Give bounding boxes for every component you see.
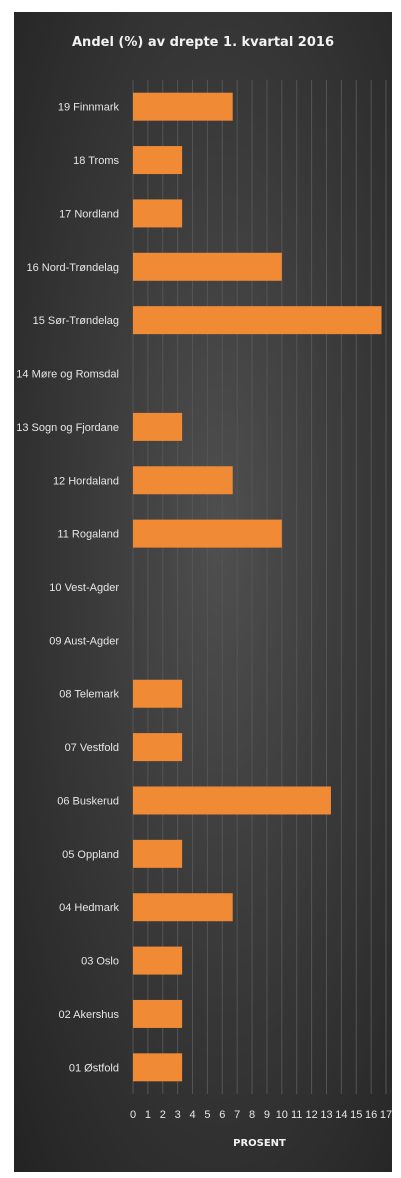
x-tick-label: 4 xyxy=(189,1109,195,1121)
x-tick-label: 13 xyxy=(320,1109,332,1121)
x-tick-label: 8 xyxy=(249,1109,255,1121)
x-tick-label: 15 xyxy=(350,1109,362,1121)
bar xyxy=(133,466,233,495)
category-label: 10 Vest-Agder xyxy=(49,582,119,594)
bar xyxy=(133,999,183,1028)
category-label: 03 Oslo xyxy=(81,956,119,968)
bar xyxy=(133,893,233,922)
bar xyxy=(133,1053,183,1082)
x-tick-label: 16 xyxy=(365,1109,377,1121)
x-tick-label: 5 xyxy=(204,1109,210,1121)
x-tick-label: 14 xyxy=(335,1109,347,1121)
bar xyxy=(133,412,183,441)
chart-panel: Andel (%) av drepte 1. kvartal 2016 19 F… xyxy=(14,12,392,1172)
category-label: 04 Hedmark xyxy=(59,902,119,914)
x-tick-label: 17 xyxy=(380,1109,392,1121)
x-tick-label: 3 xyxy=(175,1109,181,1121)
category-label: 01 Østfold xyxy=(69,1062,119,1074)
category-label: 06 Buskerud xyxy=(57,795,119,807)
bar xyxy=(133,252,282,281)
bar xyxy=(133,679,183,708)
x-tick-label: 7 xyxy=(234,1109,240,1121)
bar xyxy=(133,92,233,121)
bar-chart: Andel (%) av drepte 1. kvartal 2016 19 F… xyxy=(16,35,392,1149)
bar xyxy=(133,786,331,815)
x-axis-label: PROSENT xyxy=(233,1138,286,1149)
category-labels: 19 Finnmark 18 Troms 17 Nordland 16 Nord-Tr… xyxy=(16,102,119,1075)
category-label: 08 Telemark xyxy=(59,689,119,701)
category-label: 09 Aust-Agder xyxy=(49,635,119,647)
bar xyxy=(133,306,382,335)
bar xyxy=(133,519,282,548)
category-label: 02 Akershus xyxy=(58,1009,119,1021)
category-label: 07 Vestfold xyxy=(65,742,119,754)
category-label: 14 Møre og Romsdal xyxy=(16,369,119,381)
category-label: 11 Rogaland xyxy=(57,529,119,541)
x-tick-label: 11 xyxy=(291,1109,302,1121)
x-tick-label: 6 xyxy=(219,1109,225,1121)
x-tick-label: 0 xyxy=(130,1109,136,1121)
x-tick-label: 12 xyxy=(305,1109,317,1121)
bars xyxy=(133,92,382,1082)
x-tick-labels: 0 1 2 3 4 5 6 7 8 9 10 11 12 13 14 15 16 17 xyxy=(130,1109,392,1121)
bar xyxy=(133,839,183,868)
category-label: 17 Nordland xyxy=(59,208,119,220)
category-label: 15 Sør-Trøndelag xyxy=(33,315,119,327)
bar xyxy=(133,199,183,228)
category-label: 12 Hordaland xyxy=(53,475,119,487)
category-label: 19 Finnmark xyxy=(58,102,120,114)
bar xyxy=(133,146,183,175)
chart-title: Andel (%) av drepte 1. kvartal 2016 xyxy=(72,35,334,50)
x-tick-label: 10 xyxy=(276,1109,288,1121)
x-tick-label: 9 xyxy=(264,1109,270,1121)
category-label: 13 Sogn og Fjordane xyxy=(16,422,119,434)
x-tick-label: 1 xyxy=(145,1109,151,1121)
x-tick-label: 2 xyxy=(160,1109,166,1121)
category-label: 18 Troms xyxy=(73,155,119,167)
category-label: 05 Oppland xyxy=(62,849,119,861)
bar xyxy=(133,733,183,762)
category-label: 16 Nord-Trøndelag xyxy=(26,262,119,274)
gridlines xyxy=(132,80,387,1094)
bar xyxy=(133,946,183,975)
